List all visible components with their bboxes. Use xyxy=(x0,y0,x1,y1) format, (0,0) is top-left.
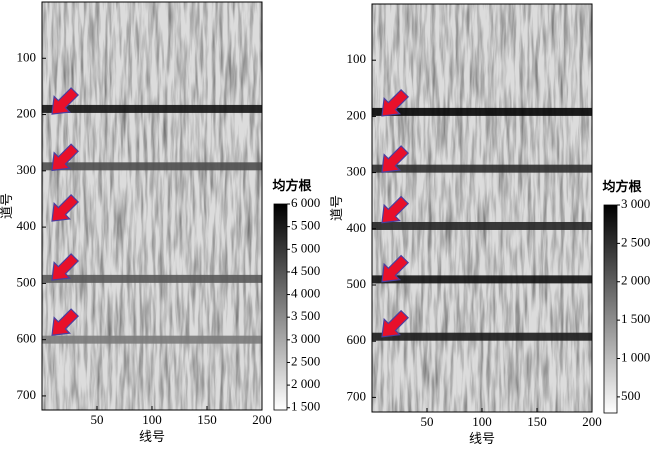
x-tick-label: 100 xyxy=(472,414,492,429)
colorbar xyxy=(603,204,618,414)
y-tick-label: 700 xyxy=(17,387,37,402)
y-axis-label: 道号 xyxy=(0,193,14,219)
colorbar-tick-label: 2 000 xyxy=(621,273,650,288)
colorbar-tick-label: 3 000 xyxy=(291,331,320,346)
dark-band xyxy=(372,107,592,116)
dark-band xyxy=(372,332,592,341)
arrow-annotation xyxy=(51,87,80,115)
colorbar-tick-label: 6 000 xyxy=(291,195,320,210)
colorbar-tick-label: 500 xyxy=(621,388,641,403)
heatmap-texture xyxy=(42,2,262,410)
y-axis-label: 道号 xyxy=(329,195,344,221)
y-tick-label: 500 xyxy=(347,276,367,291)
colorbar-tick-label: 1 500 xyxy=(621,311,650,326)
y-tick-label: 300 xyxy=(347,164,367,179)
y-tick-label: 200 xyxy=(17,106,37,121)
dark-band xyxy=(42,104,262,113)
x-tick-label: 200 xyxy=(252,412,272,427)
arrow-annotation xyxy=(381,145,410,173)
colorbar-tick-label: 5 000 xyxy=(291,240,320,255)
dark-band xyxy=(42,335,262,344)
x-tick-label: 150 xyxy=(527,414,547,429)
x-tick-label: 150 xyxy=(197,412,217,427)
colorbar-tick-label: 2 000 xyxy=(291,376,320,391)
colorbar-tick-label: 4 000 xyxy=(291,286,320,301)
y-tick-label: 200 xyxy=(347,107,367,122)
colorbar-title: 均方根 xyxy=(272,178,312,193)
y-tick-label: 600 xyxy=(347,332,367,347)
y-tick-label: 700 xyxy=(347,388,367,403)
x-tick-label: 50 xyxy=(91,412,104,427)
x-tick-label: 100 xyxy=(142,412,162,427)
arrow-annotation xyxy=(381,88,410,117)
colorbar-tick-label: 1 000 xyxy=(621,349,650,364)
arrow-annotation xyxy=(381,195,410,224)
x-tick-label: 50 xyxy=(421,414,434,429)
y-tick-label: 500 xyxy=(17,274,37,289)
colorbar-tick-label: 2 500 xyxy=(291,353,320,368)
x-tick-label: 200 xyxy=(582,414,602,429)
y-tick-label: 100 xyxy=(347,51,367,66)
colorbar-title: 均方根 xyxy=(602,179,642,194)
dark-band xyxy=(372,164,592,173)
y-tick-label: 400 xyxy=(347,220,367,235)
colorbar-tick-label: 3 500 xyxy=(291,308,320,323)
arrow-annotation xyxy=(381,309,410,338)
arrow-annotation xyxy=(51,253,80,281)
colorbar-tick-label: 5 500 xyxy=(291,218,320,233)
y-tick-label: 400 xyxy=(17,218,37,233)
dark-band xyxy=(372,221,592,230)
x-axis-label: 线号 xyxy=(139,429,165,444)
colorbar-tick-label: 2 500 xyxy=(621,234,650,249)
dark-band xyxy=(42,274,262,283)
y-tick-label: 100 xyxy=(17,49,37,64)
arrow-annotation xyxy=(381,254,410,283)
colorbar-tick-label: 3 000 xyxy=(621,196,650,211)
colorbar-tick-label: 1 500 xyxy=(291,399,320,414)
y-tick-label: 300 xyxy=(17,162,37,177)
arrow-annotation xyxy=(51,308,80,336)
y-tick-label: 600 xyxy=(17,331,37,346)
heatmap-texture xyxy=(372,4,592,412)
x-axis-label: 线号 xyxy=(469,431,495,444)
colorbar xyxy=(273,203,288,411)
arrow-annotation xyxy=(51,143,80,172)
arrow-annotation xyxy=(51,194,80,222)
dark-band xyxy=(42,162,262,171)
colorbar-tick-label: 4 500 xyxy=(291,263,320,278)
dark-band xyxy=(372,275,592,284)
